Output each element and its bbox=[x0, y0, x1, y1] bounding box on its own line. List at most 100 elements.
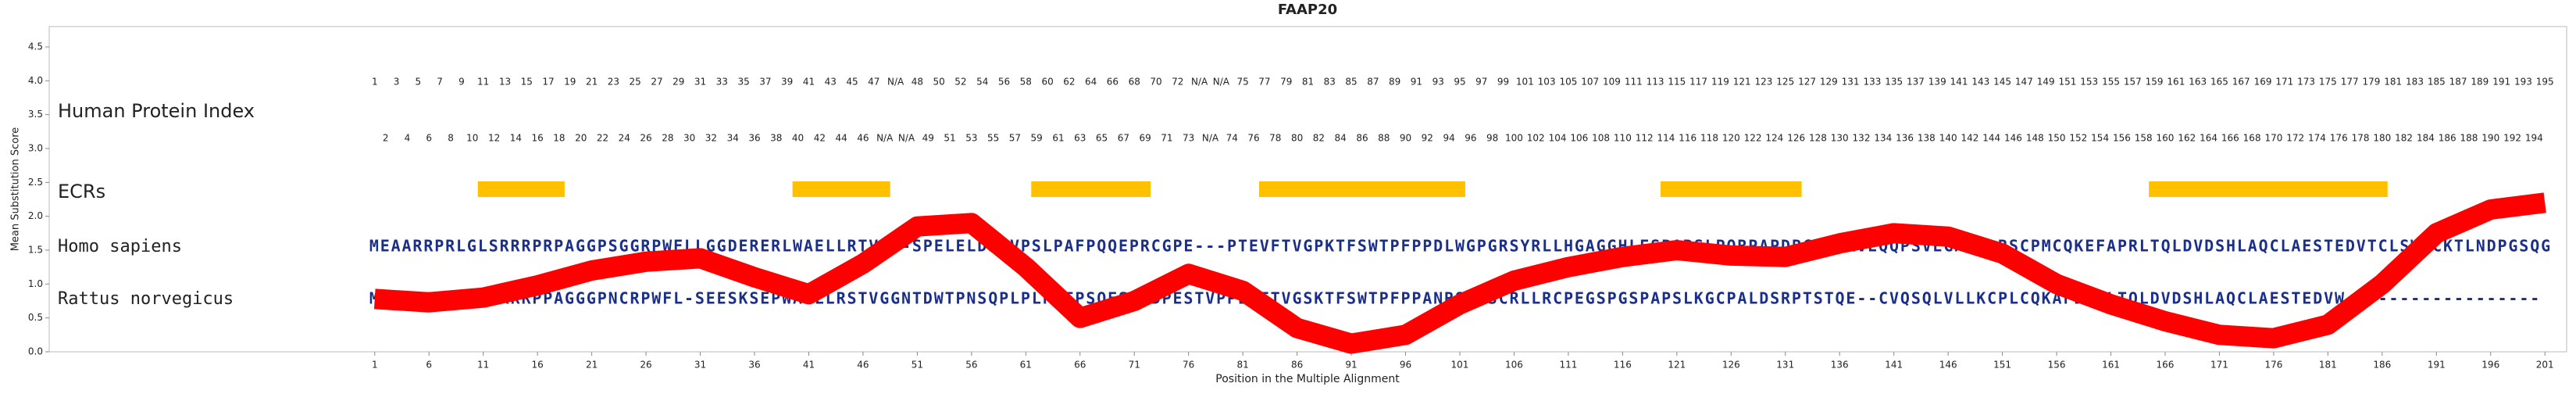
index-label: 180 bbox=[2373, 133, 2391, 144]
index-label: 15 bbox=[521, 77, 533, 88]
index-label: N/A bbox=[898, 133, 915, 144]
ecr-bar bbox=[1660, 181, 1802, 197]
index-label: 7 bbox=[437, 77, 443, 88]
index-label: 151 bbox=[2059, 77, 2077, 88]
index-label: 41 bbox=[803, 77, 815, 88]
plot-frame bbox=[48, 26, 2567, 353]
y-tick-label: 0.5 bbox=[28, 312, 43, 323]
index-label: 64 bbox=[1085, 77, 1097, 88]
y-tick-label: 2.0 bbox=[28, 210, 43, 221]
index-label: 9 bbox=[458, 77, 465, 88]
y-tick-label: 1.0 bbox=[28, 278, 43, 289]
y-tick-label: 4.0 bbox=[28, 75, 43, 86]
index-label: 35 bbox=[737, 77, 749, 88]
x-tick-label: 136 bbox=[1831, 360, 1849, 371]
x-tick-label: 131 bbox=[1776, 360, 1794, 371]
index-label: 183 bbox=[2406, 77, 2424, 88]
index-label: 21 bbox=[586, 77, 598, 88]
index-label: 82 bbox=[1313, 133, 1325, 144]
x-tick-label: 86 bbox=[1291, 360, 1303, 371]
x-tick-label: 96 bbox=[1400, 360, 1411, 371]
ecr-bar bbox=[792, 181, 890, 197]
index-label: 90 bbox=[1400, 133, 1411, 144]
index-label: 12 bbox=[488, 133, 500, 144]
index-label: 160 bbox=[2157, 133, 2175, 144]
index-label: 130 bbox=[1831, 133, 1849, 144]
index-label: 109 bbox=[1603, 77, 1621, 88]
index-label: 62 bbox=[1063, 77, 1075, 88]
index-label: 38 bbox=[770, 133, 782, 144]
index-label: 156 bbox=[2113, 133, 2131, 144]
index-label: 34 bbox=[727, 133, 739, 144]
index-label: 187 bbox=[2449, 77, 2467, 88]
x-tick-label: 156 bbox=[2048, 360, 2066, 371]
index-label: 68 bbox=[1129, 77, 1140, 88]
index-label: 161 bbox=[2167, 77, 2185, 88]
index-label: 47 bbox=[868, 77, 879, 88]
index-label: 67 bbox=[1118, 133, 1129, 144]
index-label: 134 bbox=[1874, 133, 1892, 144]
index-label: 39 bbox=[781, 77, 793, 88]
index-label: 157 bbox=[2124, 77, 2142, 88]
x-tick-label: 166 bbox=[2157, 360, 2175, 371]
index-label: 14 bbox=[510, 133, 522, 144]
index-label: 93 bbox=[1432, 77, 1444, 88]
x-tick-label: 176 bbox=[2264, 360, 2282, 371]
index-label: 107 bbox=[1581, 77, 1599, 88]
index-label: 102 bbox=[1527, 133, 1545, 144]
index-label: 19 bbox=[564, 77, 576, 88]
index-label: 173 bbox=[2297, 77, 2315, 88]
x-tick-label: 46 bbox=[857, 360, 869, 371]
index-label: 2 bbox=[383, 133, 389, 144]
index-label: 144 bbox=[1982, 133, 2000, 144]
index-label: N/A bbox=[1202, 133, 1219, 144]
index-label: 69 bbox=[1139, 133, 1151, 144]
row-label: Human Protein Index bbox=[58, 100, 255, 122]
x-tick-label: 121 bbox=[1668, 360, 1686, 371]
index-label: 56 bbox=[998, 77, 1010, 88]
index-label: 97 bbox=[1475, 77, 1487, 88]
index-label: 91 bbox=[1411, 77, 1422, 88]
index-label: 66 bbox=[1107, 77, 1119, 88]
index-label: 113 bbox=[1647, 77, 1664, 88]
index-label: 26 bbox=[640, 133, 651, 144]
index-label: 63 bbox=[1074, 133, 1086, 144]
index-label: 185 bbox=[2428, 77, 2446, 88]
index-label: 119 bbox=[1711, 77, 1729, 88]
index-label: 87 bbox=[1367, 77, 1379, 88]
index-label: 45 bbox=[846, 77, 858, 88]
index-label: 33 bbox=[716, 77, 728, 88]
index-label: 83 bbox=[1324, 77, 1336, 88]
index-label: 175 bbox=[2319, 77, 2337, 88]
index-label: 60 bbox=[1041, 77, 1053, 88]
index-label: 86 bbox=[1356, 133, 1368, 144]
index-label: 58 bbox=[1020, 77, 1032, 88]
index-label: 164 bbox=[2200, 133, 2217, 144]
index-label: 142 bbox=[1961, 133, 1978, 144]
index-label: 53 bbox=[965, 133, 977, 144]
x-tick-label: 6 bbox=[426, 360, 432, 371]
x-tick-label: 76 bbox=[1183, 360, 1194, 371]
index-label: 146 bbox=[2004, 133, 2022, 144]
chart-title: FAAP20 bbox=[1278, 2, 1337, 18]
index-label: 178 bbox=[2352, 133, 2370, 144]
index-label: 129 bbox=[1820, 77, 1838, 88]
index-label: 122 bbox=[1744, 133, 1762, 144]
index-label: 169 bbox=[2254, 77, 2272, 88]
index-label: 171 bbox=[2275, 77, 2293, 88]
index-label: 126 bbox=[1787, 133, 1805, 144]
index-label: 5 bbox=[416, 77, 422, 88]
index-label: 81 bbox=[1302, 77, 1314, 88]
index-label: 114 bbox=[1657, 133, 1675, 144]
index-label: 73 bbox=[1183, 133, 1194, 144]
index-label: 152 bbox=[2069, 133, 2087, 144]
index-label: 65 bbox=[1096, 133, 1108, 144]
index-label: 70 bbox=[1150, 77, 1161, 88]
index-label: 48 bbox=[912, 77, 923, 88]
x-tick-label: 171 bbox=[2210, 360, 2228, 371]
index-label: 29 bbox=[673, 77, 684, 88]
index-label: 44 bbox=[835, 133, 847, 144]
index-label: 20 bbox=[575, 133, 587, 144]
